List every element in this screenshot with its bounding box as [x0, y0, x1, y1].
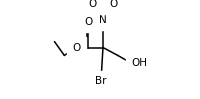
Text: OH: OH [132, 58, 148, 68]
Text: O: O [88, 0, 96, 9]
Text: Br: Br [95, 76, 107, 86]
Text: O: O [84, 17, 92, 27]
Text: N: N [99, 15, 107, 25]
Text: O: O [72, 42, 80, 53]
Text: O: O [110, 0, 118, 9]
